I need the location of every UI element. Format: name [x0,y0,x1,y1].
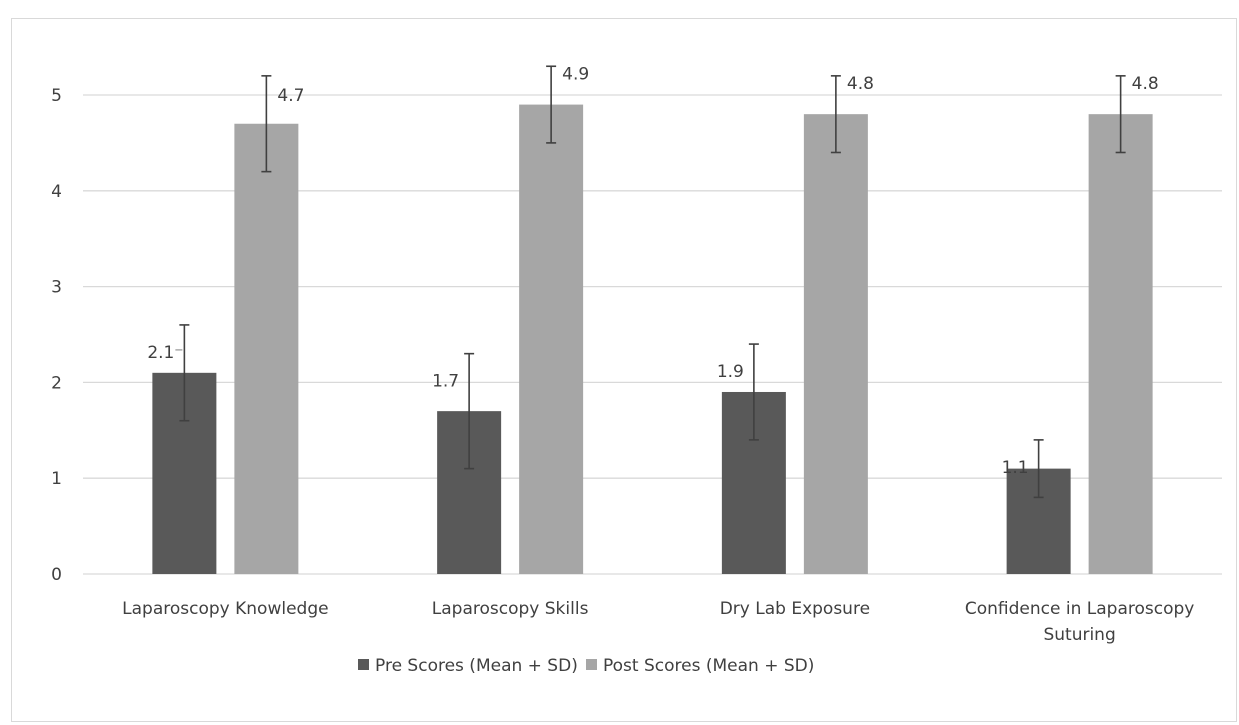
error-bar [748,343,759,441]
bar [234,123,299,575]
category-label: Dry Lab Exposure [720,599,870,619]
error-bar [830,75,841,154]
data-label: 1.9 [717,362,744,382]
legend-label: Pre Scores (Mean + SD) [375,656,578,676]
y-tick-label: 5 [51,86,62,106]
bars [152,104,1153,575]
category-label: Suturing [1043,625,1115,645]
category-label: Laparoscopy Skills [432,599,589,619]
error-bar [546,65,557,144]
x-axis-categories: Laparoscopy Knowledge Laparoscopy Skills D… [122,599,1194,645]
data-label: 4.7 [277,86,304,106]
bar [1088,114,1153,574]
bar [519,104,584,574]
data-label: 2.1 [147,343,174,363]
y-axis-ticks: 0 1 2 3 4 5 [51,86,62,585]
chart-frame [11,18,1237,722]
error-bars [179,65,1126,499]
y-tick-label: 3 [51,278,62,298]
y-tick-label: 2 [51,373,62,393]
data-label: 4.8 [847,74,874,94]
data-labels: 2.1 1.7 1.9 1.1 4.7 4.9 4.8 4.8 [147,64,1158,478]
y-tick-label: 4 [51,182,62,202]
data-label: 1.1 [1002,458,1029,478]
data-label: 4.8 [1132,74,1159,94]
category-label: Laparoscopy Knowledge [122,599,328,619]
error-bar [1115,75,1126,154]
bar [803,114,868,574]
data-label: 4.9 [562,64,589,84]
y-tick-label: 0 [51,565,62,585]
error-bar [261,75,272,173]
error-bar [1033,439,1044,499]
legend-swatch [358,659,369,670]
category-label: Confidence in Laparoscopy [965,599,1194,619]
legend-swatch [586,659,597,670]
legend-label: Post Scores (Mean + SD) [603,656,814,676]
error-bar [464,352,475,470]
data-label: 1.7 [432,372,459,392]
y-tick-label: 1 [51,469,62,489]
legend: Pre Scores (Mean + SD) Post Scores (Mean … [358,656,814,676]
error-bar [179,324,190,422]
